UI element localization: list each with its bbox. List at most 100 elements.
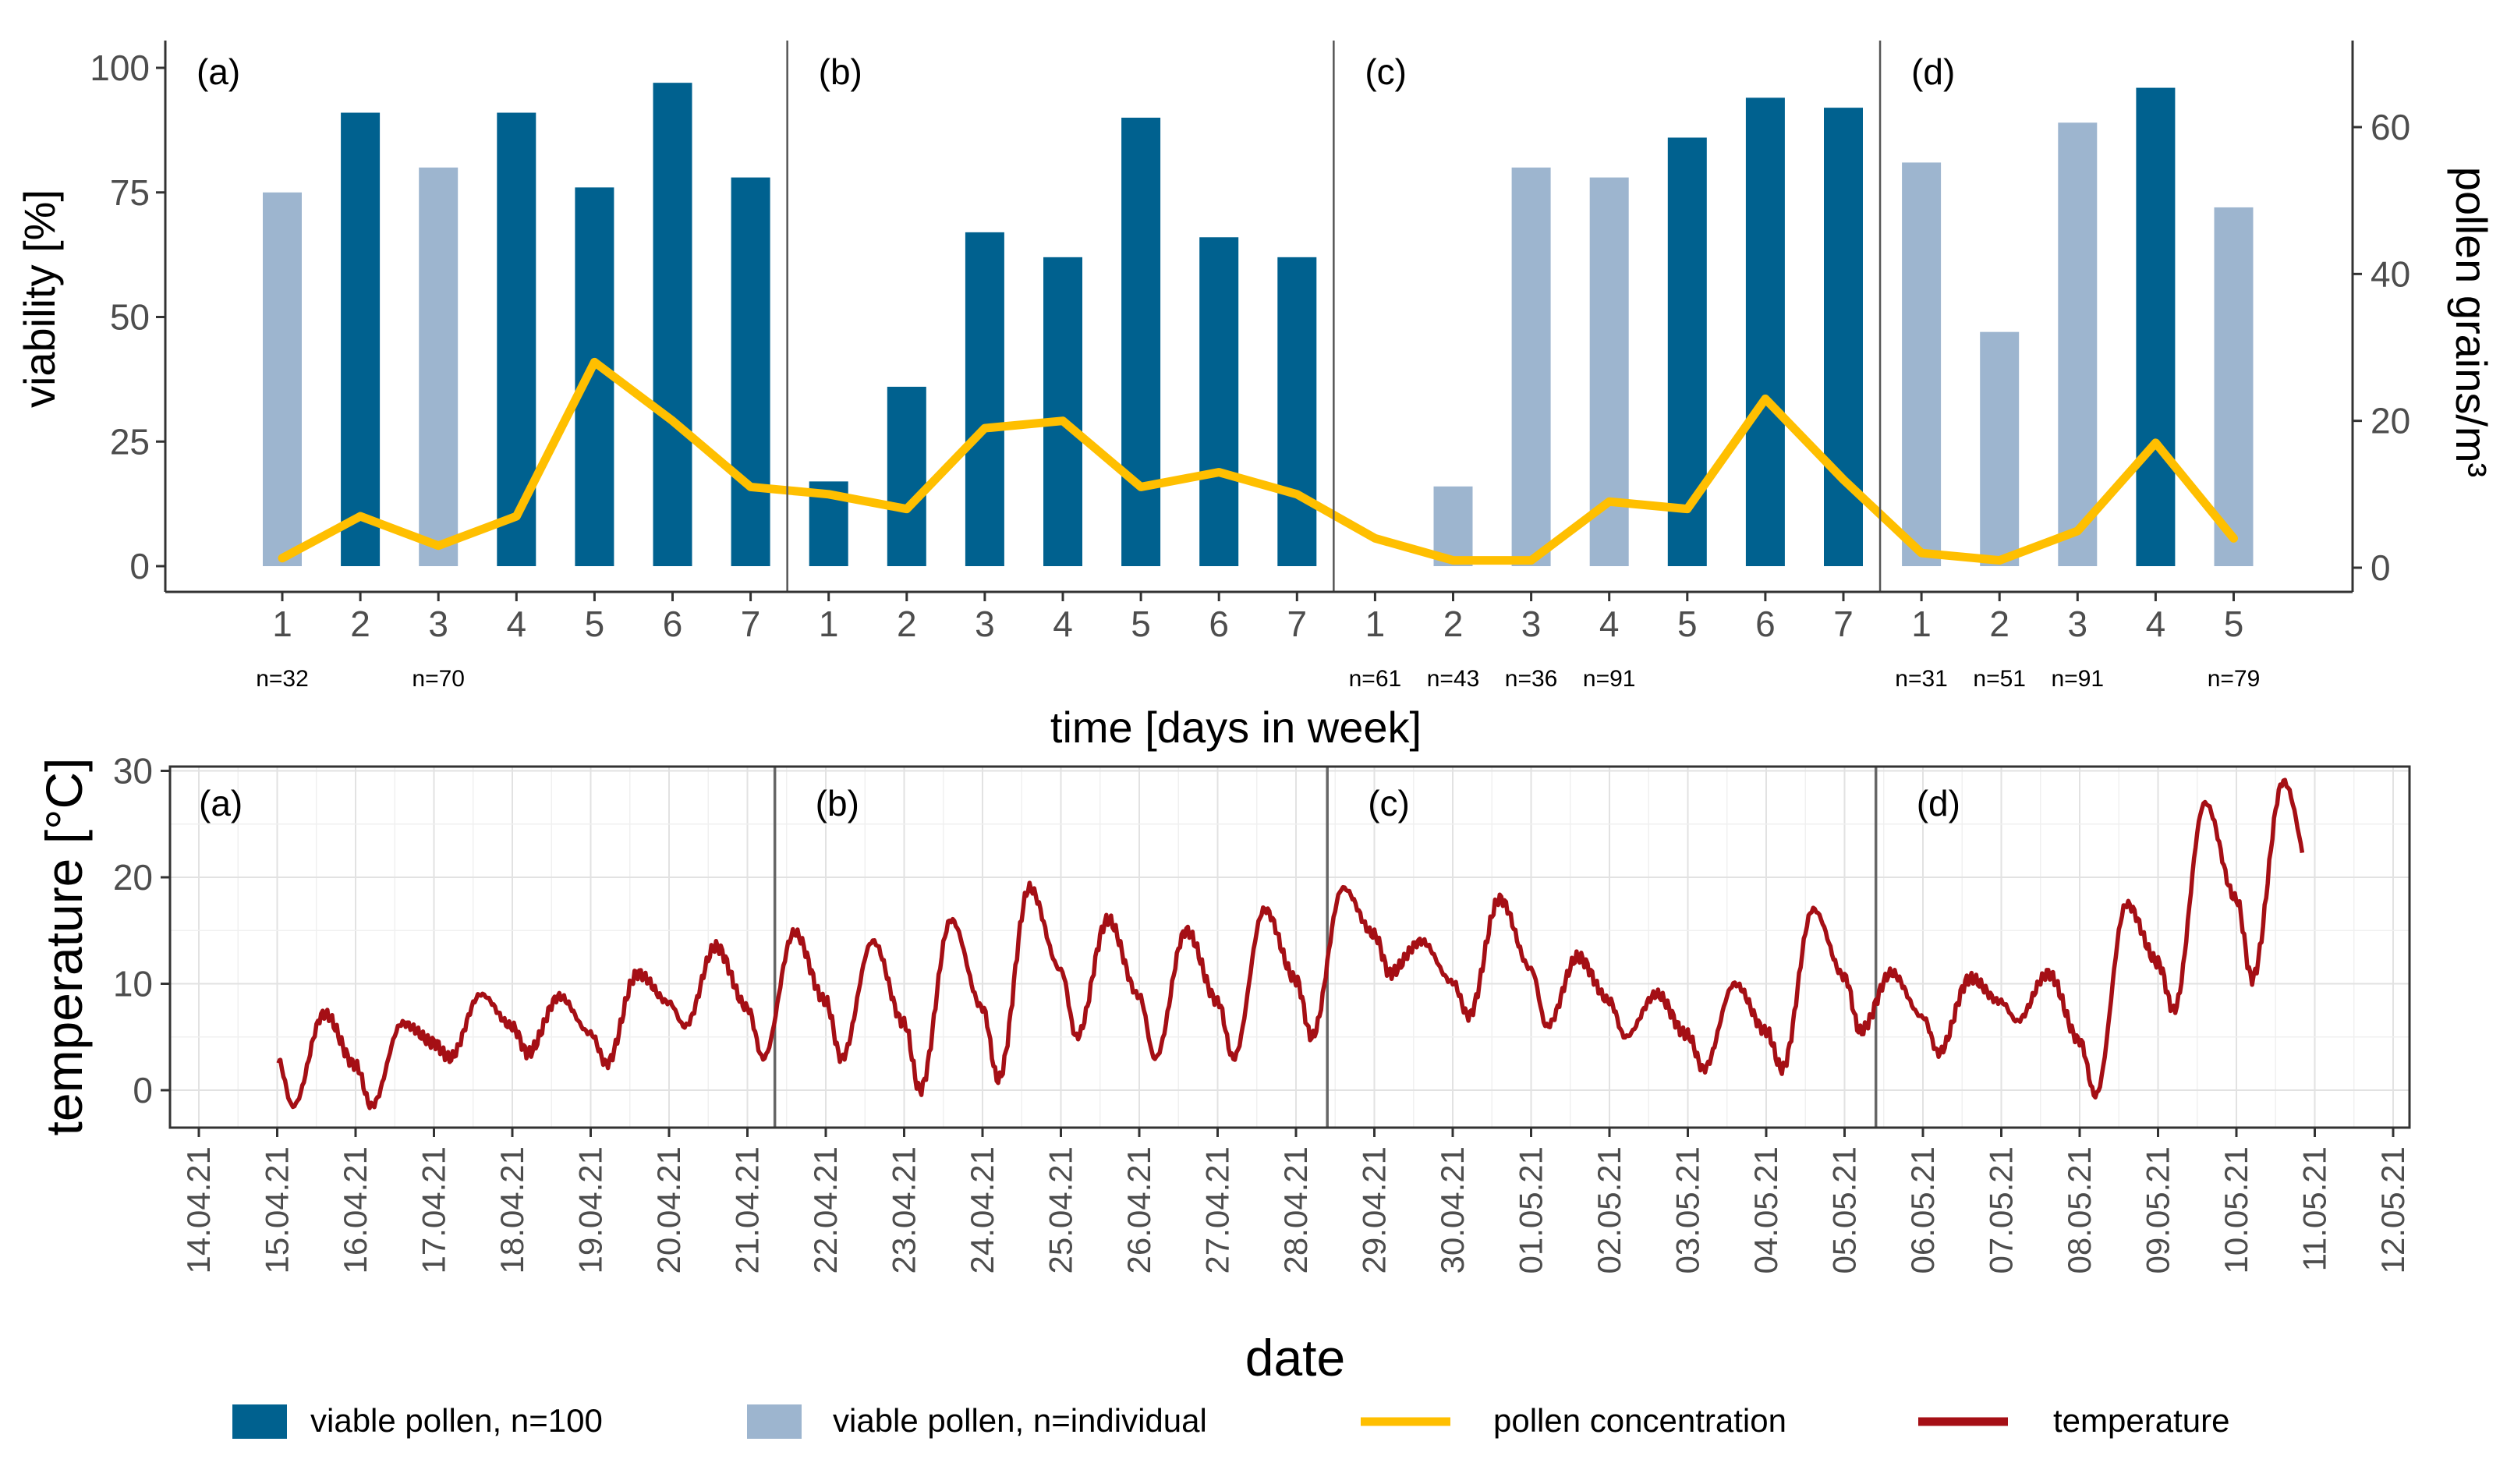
bar-week1-day1 <box>263 192 302 566</box>
x-tick-label: 5 <box>1677 604 1698 644</box>
sample-size-label: n=51 <box>1973 666 2026 692</box>
temperature-line <box>276 777 2305 1110</box>
x-tick-label: 6 <box>1209 604 1229 644</box>
x-tick-label: 4 <box>1599 604 1620 644</box>
date-tick-label: 16.04.21 <box>337 1146 374 1274</box>
week-separators <box>786 41 1882 592</box>
date-tick-label: 24.04.21 <box>964 1146 1000 1274</box>
bar-week2-day2 <box>887 386 926 566</box>
panel-label: (b) <box>819 51 862 92</box>
x-tick-label: 4 <box>1053 604 1073 644</box>
x-tick-label: 1 <box>1365 604 1386 644</box>
legend-label-temperature: temperature <box>2053 1402 2229 1439</box>
bar-week3-day3 <box>1511 167 1551 567</box>
x-tick-label: 6 <box>663 604 683 644</box>
panel-label: (d) <box>1911 51 1955 92</box>
bar-week4-day2 <box>1980 331 2020 566</box>
date-tick-label: 30.04.21 <box>1434 1146 1471 1274</box>
bar-week3-day6 <box>1745 97 1785 567</box>
bar-week4-day1 <box>1902 162 1942 566</box>
date-tick-label: 01.05.21 <box>1513 1146 1549 1274</box>
date-tick-label: 12.05.21 <box>2374 1146 2411 1274</box>
sample-size-label: n=31 <box>1895 666 1948 692</box>
x-axis-ticks: 1 2 3 4 5 6 7 1 2 3 4 5 6 7 1 2 3 4 5 6 7 1 2 3 4 5 <box>272 592 2243 644</box>
bar-group <box>263 83 2254 567</box>
date-tick-label: 25.04.21 <box>1043 1146 1079 1274</box>
x-axis-title: date <box>1245 1329 1345 1387</box>
bar-week2-day4 <box>1043 257 1082 566</box>
x-tick-label: 7 <box>1833 604 1854 644</box>
y-tick-label: 20 <box>113 857 153 898</box>
plot-background <box>170 767 2410 1128</box>
bar-week1-day2 <box>341 112 381 566</box>
y2-tick-label: 60 <box>2371 107 2410 147</box>
date-tick-label: 27.04.21 <box>1199 1146 1236 1274</box>
date-tick-label: 26.04.21 <box>1121 1146 1157 1274</box>
x-tick-label: 3 <box>1521 604 1542 644</box>
y-tick-label: 100 <box>90 48 150 88</box>
x-tick-label: 5 <box>1131 604 1151 644</box>
x-tick-label: 4 <box>507 604 527 644</box>
x-tick-label: 7 <box>1287 604 1308 644</box>
bar-week4-day5 <box>2214 207 2254 566</box>
x-tick-label: 2 <box>1443 604 1464 644</box>
date-tick-label: 06.05.21 <box>1904 1146 1941 1274</box>
bar-week2-day7 <box>1277 257 1317 566</box>
x-tick-label: 6 <box>1755 604 1776 644</box>
sample-size-label: n=43 <box>1427 666 1480 692</box>
x-tick-label: 2 <box>897 604 917 644</box>
sample-size-label: n=91 <box>1583 666 1636 692</box>
y-tick-label: 50 <box>110 297 150 338</box>
date-tick-label: 15.04.21 <box>259 1146 296 1274</box>
panel-label: (a) <box>199 783 243 823</box>
panel-label: (c) <box>1368 783 1410 823</box>
x-tick-label: 3 <box>2068 604 2088 644</box>
date-tick-label: 05.05.21 <box>1826 1146 1863 1274</box>
y-tick-label: 0 <box>133 1070 153 1110</box>
x-tick-label: 7 <box>741 604 761 644</box>
date-tick-label: 07.05.21 <box>1983 1146 2020 1274</box>
date-tick-label: 20.04.21 <box>650 1146 687 1274</box>
date-tick-label: 29.04.21 <box>1356 1146 1393 1274</box>
date-tick-label: 18.04.21 <box>494 1146 530 1274</box>
bar-week1-day3 <box>419 167 459 567</box>
y-tick-label: 75 <box>110 172 150 213</box>
x-tick-label: 3 <box>975 604 995 644</box>
y-axis-left-ticks: 0 25 50 75 100 <box>90 48 165 586</box>
plot-border <box>168 765 2411 1129</box>
panel-label: (d) <box>1917 783 1960 823</box>
x-tick-label: 3 <box>428 604 448 644</box>
panel-label: (c) <box>1365 51 1407 92</box>
y-axis-ticks: 0 10 20 30 <box>113 751 170 1110</box>
sample-size-label: n=70 <box>412 666 465 692</box>
date-tick-label: 08.05.21 <box>2061 1146 2098 1274</box>
y-axis-right-ticks: 0 20 40 60 <box>2353 107 2410 588</box>
x-tick-label: 5 <box>585 604 605 644</box>
date-tick-label: 03.05.21 <box>1670 1146 1706 1274</box>
y2-tick-label: 0 <box>2371 547 2391 588</box>
y2-tick-label: 20 <box>2371 401 2410 441</box>
x-tick-label: 1 <box>272 604 292 644</box>
x-tick-label: 5 <box>2224 604 2244 644</box>
x-tick-label: 2 <box>1989 604 2009 644</box>
y2-tick-label: 40 <box>2371 253 2410 294</box>
bar-week1-day6 <box>653 83 692 567</box>
bar-week1-day7 <box>731 177 770 566</box>
legend-swatch-n100 <box>232 1404 287 1439</box>
y-tick-label: 10 <box>113 964 153 1004</box>
y-axis-title: temperature [°C] <box>35 758 93 1136</box>
date-tick-label: 02.05.21 <box>1591 1146 1627 1274</box>
sample-size-label: n=91 <box>2052 666 2105 692</box>
legend-label-concentration: pollen concentration <box>1493 1402 1786 1439</box>
y-tick-label: 0 <box>129 546 150 586</box>
bar-week4-day4 <box>2136 87 2176 566</box>
bar-week2-day5 <box>1121 117 1161 566</box>
x-tick-label: 1 <box>819 604 839 644</box>
x-tick-label: 4 <box>2146 604 2166 644</box>
bar-week4-day3 <box>2058 122 2098 567</box>
date-tick-label: 23.04.21 <box>886 1146 922 1274</box>
x-tick-label: 2 <box>350 604 370 644</box>
date-tick-label: 09.05.21 <box>2140 1146 2176 1274</box>
